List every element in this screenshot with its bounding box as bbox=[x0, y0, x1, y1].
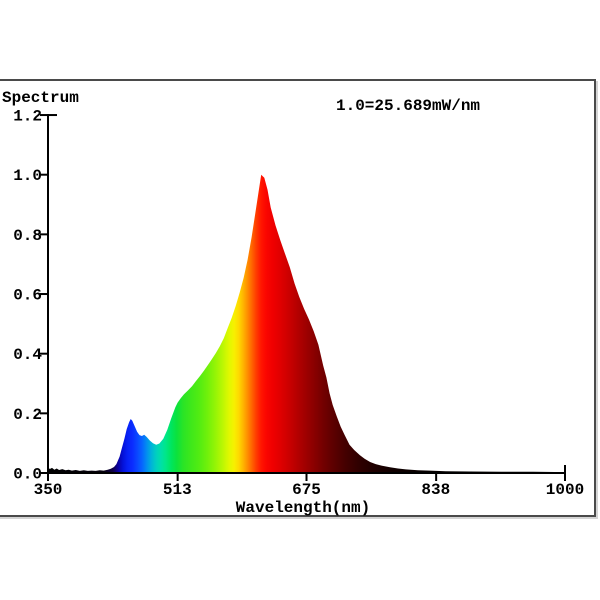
x-tick-label-1000: 1000 bbox=[546, 481, 584, 499]
y-tick-label-0.2: 0.2 bbox=[13, 406, 42, 424]
y-tick-label-0.6: 0.6 bbox=[13, 287, 42, 305]
axes bbox=[40, 114, 566, 481]
y-tick-label-0.0: 0.0 bbox=[13, 466, 42, 484]
spectrum-area-curve bbox=[48, 174, 565, 473]
x-axis-tick-labels: 350 513 675 838 1000 bbox=[34, 481, 585, 499]
scale-annotation: 1.0=25.689mW/nm bbox=[336, 97, 480, 115]
y-tick-label-0.4: 0.4 bbox=[13, 346, 42, 364]
y-tick-label-1.2: 1.2 bbox=[13, 108, 42, 126]
y-tick-label-0.8: 0.8 bbox=[13, 227, 42, 245]
x-tick-label-675: 675 bbox=[292, 481, 321, 499]
y-axis-tick-labels: 1.2 1.0 0.8 0.6 0.4 0.2 0.0 bbox=[13, 108, 42, 484]
x-tick-label-513: 513 bbox=[163, 481, 192, 499]
x-tick-label-350: 350 bbox=[34, 481, 63, 499]
chart-title: Spectrum bbox=[2, 89, 79, 107]
y-tick-label-1.0: 1.0 bbox=[13, 167, 42, 185]
x-axis-label: Wavelength(nm) bbox=[236, 499, 370, 517]
x-tick-label-838: 838 bbox=[421, 481, 450, 499]
